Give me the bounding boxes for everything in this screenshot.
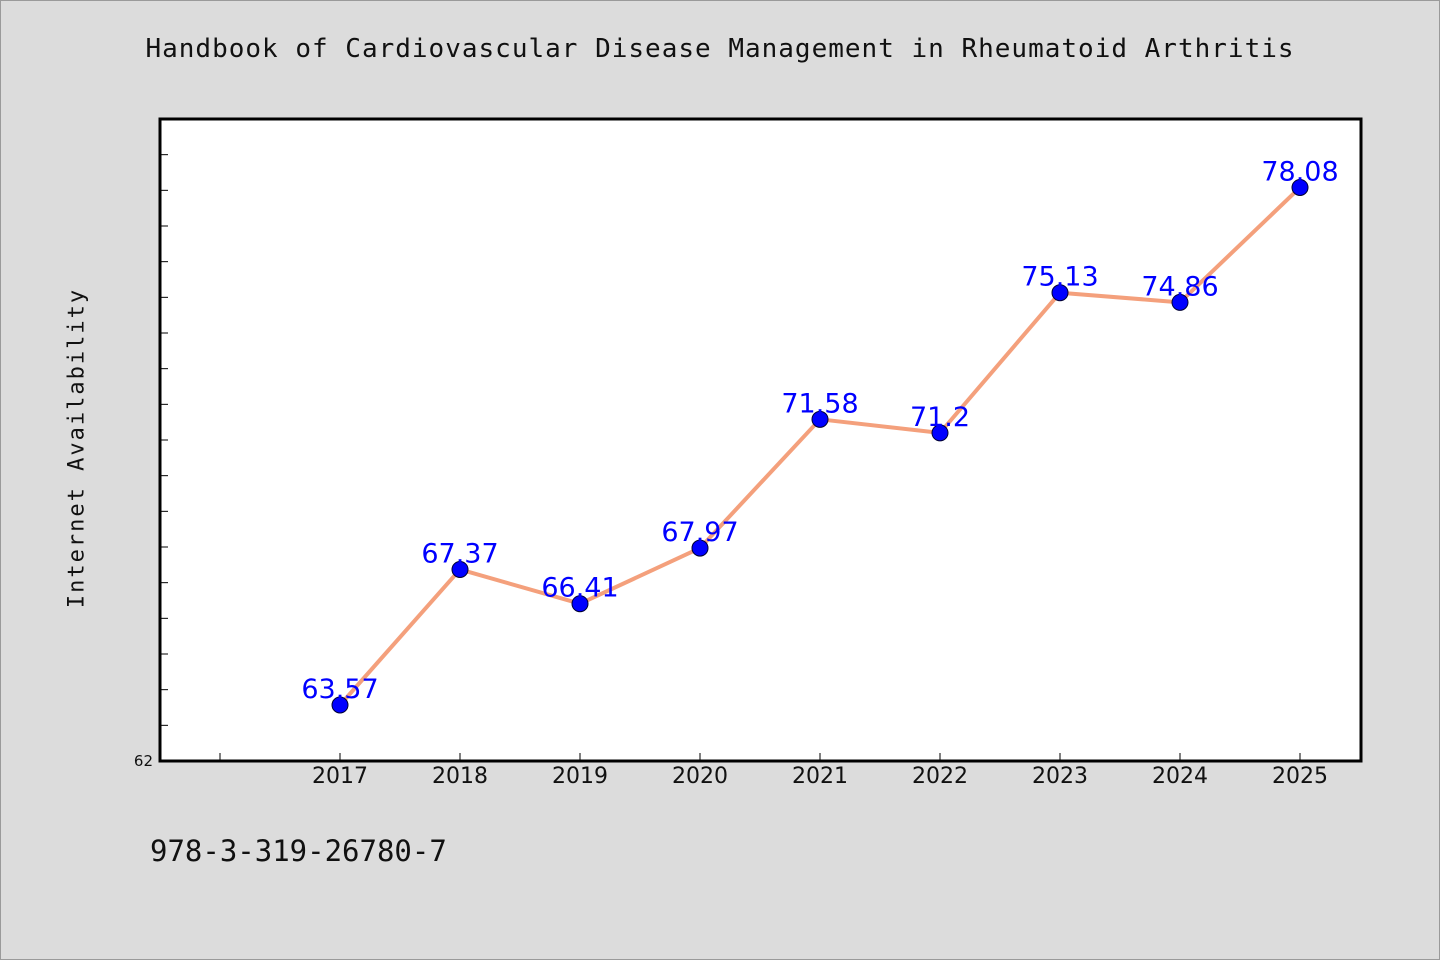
data-point (1291, 178, 1309, 196)
y-tick-label-min: 62 (134, 752, 153, 770)
x-tick-label: 2018 (432, 764, 488, 789)
data-point (691, 539, 709, 557)
x-tick-label: 2017 (312, 764, 368, 789)
footer-code: 978-3-319-26780-7 (150, 834, 447, 868)
x-tick-label: 2023 (1032, 764, 1088, 789)
x-tick-label: 2019 (552, 764, 608, 789)
data-label: 71.2 (910, 402, 970, 433)
data-label: 71.58 (781, 388, 858, 419)
data-point (331, 696, 349, 714)
data-point (451, 560, 469, 578)
data-label: 67.97 (661, 517, 738, 548)
y-axis-ticks (160, 154, 168, 726)
x-axis-ticks: 2017 2018 2019 2020 2021 2022 2023 2024 2025 (219, 753, 1328, 789)
data-label: 75.13 (1021, 262, 1098, 293)
data-point (1171, 293, 1189, 311)
data-point (571, 595, 589, 613)
data-point (1051, 284, 1069, 302)
x-tick-label: 2020 (672, 764, 728, 789)
data-point (931, 424, 949, 442)
x-tick-label: 2022 (912, 764, 968, 789)
plot-area (158, 117, 1363, 763)
data-label: 74.86 (1141, 271, 1218, 302)
data-label: 67.37 (421, 538, 498, 569)
data-markers (331, 178, 1309, 714)
data-label: 63.57 (301, 674, 378, 705)
x-tick-label: 2024 (1152, 764, 1208, 789)
data-label: 78.08 (1261, 156, 1338, 187)
data-labels: 63.57 67.37 66.41 67.97 71.58 71.2 75.13 74.86 7… (301, 156, 1338, 705)
chart-title: Handbook of Cardiovascular Disease Manag… (145, 34, 1295, 64)
x-tick-label: 2021 (792, 764, 848, 789)
data-label: 66.41 (541, 573, 618, 604)
data-point (811, 410, 829, 428)
x-tick-label: 2025 (1272, 764, 1328, 789)
